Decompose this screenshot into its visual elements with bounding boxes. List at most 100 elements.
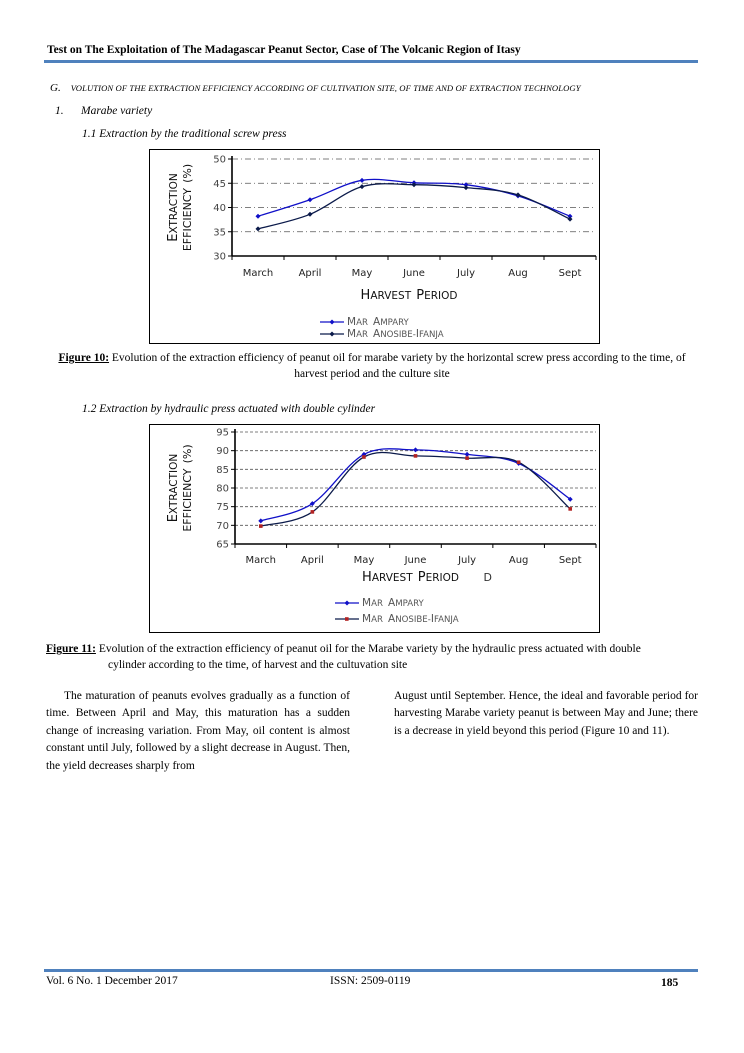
section-heading: G. VOLUTION OF THE EXTRACTION EFFICIENCY … [50, 82, 581, 94]
data-point [258, 518, 264, 524]
item-title: Marabe variety [81, 105, 153, 117]
hyphen: - [428, 615, 431, 625]
data-point [516, 460, 521, 465]
x-tick-label: April [299, 268, 322, 279]
footer-issn: ISSN: 2509-0119 [330, 975, 411, 987]
x-tick-label: Sept [559, 268, 582, 279]
small-caps: FANJA [434, 615, 459, 625]
y-tick-label: 75 [216, 502, 229, 513]
small-caps: MPARY [380, 318, 409, 328]
data-point [309, 501, 315, 507]
small-caps: ERIOD [426, 572, 459, 584]
data-point [255, 213, 261, 219]
data-point [463, 185, 469, 191]
x-axis-title: HARVEST PERIOD [362, 566, 459, 585]
data-point [567, 216, 573, 222]
cap-letter: M [362, 597, 371, 609]
footer-volume: Vol. 6 No. 1 December 2017 [46, 975, 178, 987]
cap-letter: E [166, 514, 181, 522]
legend-label: MAR ANOSIBE-IFANJA [362, 607, 459, 626]
series-line-1 [260, 448, 571, 522]
item-number: 1. [55, 105, 64, 117]
cap-letter: H [361, 288, 371, 303]
data-point [413, 454, 418, 458]
x-tick-label: May [354, 555, 375, 566]
legend-marker [329, 319, 335, 325]
data-point [567, 496, 573, 502]
small-caps: XTRACTION [168, 173, 180, 233]
x-tick-label: May [352, 268, 373, 279]
data-point [310, 510, 315, 514]
figure-11-label: Figure 11: [46, 643, 96, 655]
subsection-1-1: 1.1 Extraction by the traditional screw … [82, 128, 287, 140]
y-tick-label: 70 [216, 521, 229, 532]
data-point [465, 456, 469, 460]
page-number: 185 [661, 977, 679, 989]
subsection-1-2: 1.2 Extraction by hydraulic press actuat… [82, 403, 376, 415]
body-paragraph-left: The maturation of peanuts evolves gradua… [46, 690, 350, 772]
cap-letter: M [362, 613, 371, 625]
data-point [258, 524, 263, 528]
x-tick-label: July [456, 268, 475, 279]
cap-letter: I [431, 613, 434, 625]
x-tick-label: April [301, 555, 324, 566]
cap-letter: E [166, 234, 181, 242]
figure-11-caption-line1: Evolution of the extraction efficiency o… [98, 643, 641, 655]
data-point [515, 192, 521, 198]
body-paragraph-right: August until September. Hence, the ideal… [394, 690, 698, 737]
small-caps: AR [356, 330, 368, 340]
y-axis-title-line2: EFFICIENCY (%) [176, 444, 195, 531]
section-title: VOLUTION OF THE EXTRACTION EFFICIENCY AC… [70, 83, 581, 93]
cap-letter: ( [181, 459, 194, 463]
section-number: G. [50, 82, 61, 94]
small-caps: NOSIBE [395, 615, 428, 625]
y-tick-label: 95 [216, 428, 229, 439]
data-point [411, 182, 417, 188]
y-tick-label: 90 [216, 446, 229, 457]
data-point [463, 182, 469, 188]
y-tick-label: 35 [213, 227, 226, 238]
small-caps: ARVEST [372, 572, 413, 584]
legend-label: MAR AMPARY [347, 310, 410, 329]
header-rule [44, 60, 698, 63]
figure-10-caption-text: Evolution of the extraction efficiency o… [111, 352, 686, 380]
figure-11-chart: 65 70 75 80 85 90 95 March April May June July Aug Se… [149, 424, 600, 633]
data-point [255, 226, 261, 232]
small-caps: XTRACTION [168, 454, 180, 514]
cap-letter: E [181, 244, 194, 251]
cap-letter: P [416, 288, 424, 303]
small-caps: AR [371, 615, 383, 625]
small-caps: FFICIENCY [181, 188, 194, 244]
x-tick-label: March [243, 268, 273, 279]
figure-10-caption: Figure 10: Evolution of the extraction e… [46, 350, 698, 382]
cap-letter: P [418, 570, 426, 585]
x-tick-label: Aug [508, 268, 528, 279]
stray-axis-fragment: D [484, 571, 492, 584]
x-tick-label: June [402, 268, 425, 279]
cap-letter: E [181, 525, 194, 532]
cap-letter: A [373, 316, 381, 328]
small-caps: MPARY [395, 599, 424, 609]
footer-rule [44, 969, 698, 972]
cap-letter: M [347, 328, 356, 340]
subheading-variety: 1. Marabe variety [55, 105, 152, 117]
figure-10-chart: 30 35 40 45 50 March April May June July Aug Sept HA… [149, 149, 600, 344]
y-tick-label: 40 [213, 203, 226, 214]
small-caps: ARVEST [370, 290, 411, 302]
data-point [307, 197, 313, 203]
small-caps: NOSIBE [380, 330, 413, 340]
legend-marker [344, 600, 350, 606]
legend-label: MAR AMPARY [362, 591, 425, 610]
x-tick-label: June [404, 555, 427, 566]
y-tick-label: 50 [213, 155, 226, 166]
y-tick-label: 85 [216, 465, 229, 476]
y-tick-label: 30 [213, 252, 226, 263]
data-point [359, 184, 365, 190]
y-axis-title-line2: EFFICIENCY (%) [176, 164, 195, 251]
x-axis-title: HARVEST PERIOD [361, 284, 458, 303]
cap-letter: A [373, 328, 381, 340]
data-point [567, 213, 573, 219]
data-point [362, 455, 366, 459]
x-tick-label: Aug [509, 555, 529, 566]
